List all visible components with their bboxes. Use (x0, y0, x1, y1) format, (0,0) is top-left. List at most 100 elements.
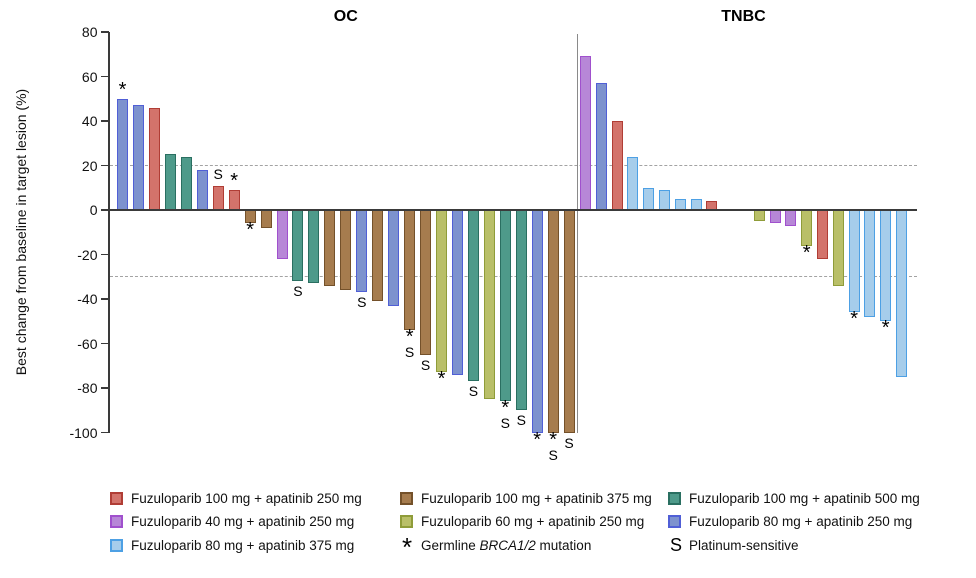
reference-line (109, 276, 917, 278)
platinum-sensitive-mark: S (516, 412, 526, 429)
platinum-sensitive-mark: S (357, 294, 367, 311)
legend-label: Fuzuloparib 80 mg + apatinib 375 mg (131, 538, 355, 553)
y-tick-label: -80 (77, 380, 98, 396)
purple-legend-swatch (110, 515, 123, 528)
platinum-sensitive-mark: S (468, 383, 479, 400)
brca-mutation-mark: * (118, 78, 127, 101)
bar (659, 189, 670, 210)
platinum-sensitive-mark: S (500, 415, 510, 432)
legend-label: Fuzuloparib 80 mg + apatinib 250 mg (689, 514, 913, 529)
platinum-sensitive-mark: S (213, 165, 223, 182)
y-tick-label: -40 (77, 291, 98, 307)
bar (324, 210, 336, 286)
olive-legend-swatch (400, 515, 413, 528)
legend-label-part: mutation (535, 538, 592, 553)
panel-separator (577, 34, 579, 433)
bar (880, 210, 892, 322)
zero-baseline (109, 209, 917, 211)
bar (563, 210, 575, 433)
brca-mutation-mark: * (246, 219, 254, 242)
bar (388, 210, 400, 306)
platinum-sensitive-mark: S (420, 356, 431, 373)
legend-label-part: BRCA1/2 (479, 538, 536, 553)
y-tick-label: -20 (77, 246, 98, 263)
y-tick-label: 0 (89, 202, 98, 218)
y-tick (100, 298, 109, 300)
bar (132, 105, 144, 210)
bar (467, 210, 479, 382)
y-tick (100, 253, 109, 256)
legend-label-part: Germline (421, 538, 480, 553)
bar (832, 210, 844, 286)
brca-mutation-mark: * (230, 169, 239, 192)
y-tick (100, 342, 109, 345)
lightblue-legend-swatch (110, 539, 123, 552)
bar (340, 210, 352, 291)
bar (499, 210, 511, 402)
bar (260, 210, 272, 228)
bar (580, 56, 591, 210)
bar (896, 210, 907, 377)
legend-label: Fuzuloparib 60 mg + apatinib 250 mg (421, 514, 645, 529)
legend-label: Fuzuloparib 100 mg + apatinib 250 mg (131, 491, 362, 506)
platinum-sensitive-mark: S (564, 434, 574, 451)
legend-label: Fuzuloparib 100 mg + apatinib 500 mg (689, 491, 920, 506)
brca-mutation-mark: * (881, 317, 890, 340)
panel-title: TNBC (721, 8, 766, 25)
bar (769, 210, 781, 224)
brca-mutation-mark: * (405, 326, 414, 349)
legend-label: Platinum-sensitive (689, 538, 799, 553)
bar (196, 169, 208, 210)
brown-legend-swatch (400, 492, 413, 505)
bar (292, 210, 304, 282)
bar (436, 210, 447, 373)
y-tick (100, 209, 109, 211)
bar (643, 187, 655, 210)
reference-line (109, 165, 917, 166)
bar (117, 98, 128, 210)
bar (308, 210, 320, 284)
legend: Fuzuloparib 100 mg + apatinib 250 mg Fuzu… (0, 470, 976, 578)
bar (404, 210, 416, 331)
bar (864, 210, 876, 317)
bar (451, 210, 463, 375)
bar (483, 210, 495, 400)
y-tick (100, 120, 109, 122)
blue-legend-swatch (668, 515, 681, 528)
bar (611, 121, 623, 210)
plot-area: 80 60 40 20 0 -20 -40 -60 -80 -100 OC * S * * S S * S S * S * S… (69, 8, 917, 463)
bar (753, 210, 765, 222)
bar (212, 185, 224, 210)
bar (785, 210, 797, 226)
bar (372, 210, 384, 302)
bar (595, 83, 607, 210)
legend-label: Fuzuloparib 40 mg + apatinib 250 mg (131, 514, 355, 529)
y-axis-line (108, 32, 110, 433)
bar (515, 210, 527, 411)
platinum-sensitive-mark: S (548, 446, 558, 463)
bar (420, 210, 432, 355)
brca-mutation-mark: * (850, 308, 858, 331)
red-legend-swatch (110, 492, 123, 505)
platinum-sensitive-mark: S (293, 283, 303, 300)
bar (801, 210, 813, 246)
bar (164, 154, 176, 210)
brca-mutation-mark: * (533, 428, 542, 451)
y-tick-label: -100 (69, 424, 98, 441)
y-tick-label: 80 (81, 24, 98, 40)
y-tick-label: 60 (81, 68, 98, 85)
brca-mutation-mark: * (802, 241, 811, 264)
panel-title: OC (333, 8, 358, 25)
y-tick (100, 431, 109, 434)
bar (627, 156, 639, 210)
bar (356, 210, 368, 293)
brca-mutation-mark: * (437, 368, 446, 391)
y-tick (100, 387, 109, 389)
brca-mutation-symbol: * (402, 532, 413, 562)
teal-legend-swatch (668, 492, 681, 505)
bar (276, 210, 288, 259)
bar (228, 189, 240, 210)
platinum-sensitive-mark: S (404, 344, 415, 361)
bar (180, 156, 192, 210)
